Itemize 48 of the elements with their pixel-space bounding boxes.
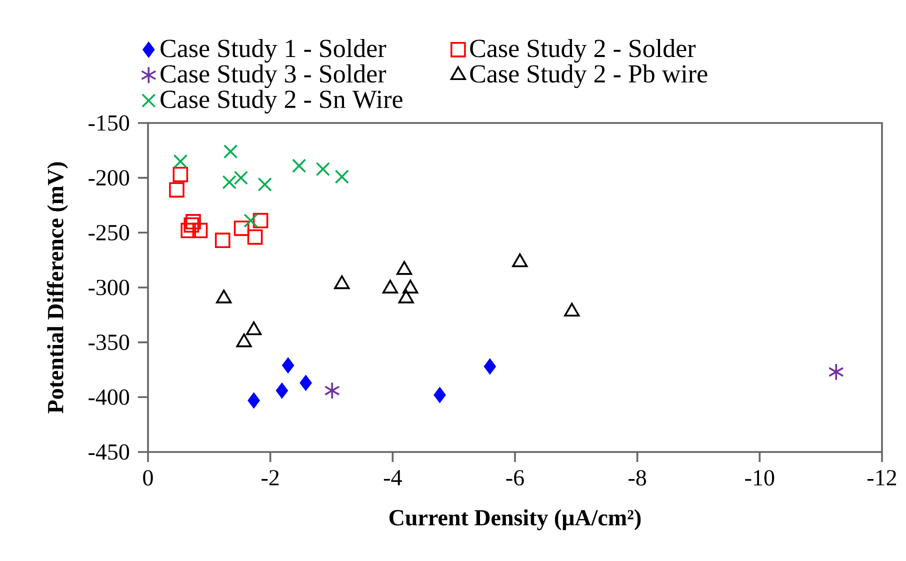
x-tick-label: -6	[506, 470, 524, 486]
point	[186, 214, 201, 230]
legend-label: Case Study 2 - Pb wire	[470, 64, 708, 88]
point	[244, 214, 258, 228]
y-tick-label: -350	[88, 334, 130, 350]
x-tick-label: 0	[143, 470, 153, 486]
point	[173, 154, 188, 168]
point	[276, 382, 288, 398]
legend-label: Case Study 1 - Solder	[160, 38, 386, 63]
point	[484, 358, 496, 374]
y-tick-label: -250	[88, 224, 130, 240]
point	[248, 392, 260, 408]
point	[324, 382, 340, 400]
point	[184, 217, 200, 233]
point	[292, 158, 306, 173]
x-tick-label: -12	[868, 470, 896, 486]
x-tick-label: -8	[628, 470, 646, 486]
legend-label: Case Study 2 - Solder	[470, 38, 696, 63]
x-axis-title: Current Density (μA/cm²)	[389, 509, 641, 530]
x-tick-label: -4	[384, 470, 402, 486]
x-tick-label: -2	[262, 470, 279, 486]
y-axis-title: Potential Difference (mV)	[46, 162, 68, 414]
y-tick-label: -150	[88, 115, 130, 131]
point	[214, 232, 230, 248]
point	[222, 175, 236, 190]
point	[282, 358, 294, 374]
point	[247, 229, 263, 245]
legend-label: Case Study 3 - Solder	[160, 64, 386, 88]
point	[169, 182, 184, 198]
point	[223, 144, 238, 159]
y-tick-label: -300	[88, 280, 130, 296]
point	[234, 220, 250, 236]
point	[234, 170, 248, 185]
x-tick-label: -10	[745, 470, 774, 486]
point	[252, 212, 268, 228]
point	[316, 162, 330, 176]
y-tick-label: -450	[88, 444, 130, 460]
y-tick-label: -400	[88, 389, 130, 405]
legend-label: Case Study 2 - Sn Wire	[160, 90, 402, 114]
point	[180, 222, 196, 238]
y-tick-label: -200	[88, 170, 130, 186]
point	[828, 363, 844, 381]
point	[192, 222, 208, 238]
point	[258, 177, 272, 192]
point	[434, 387, 446, 403]
point	[172, 166, 188, 182]
point	[334, 170, 349, 184]
point	[300, 375, 312, 391]
